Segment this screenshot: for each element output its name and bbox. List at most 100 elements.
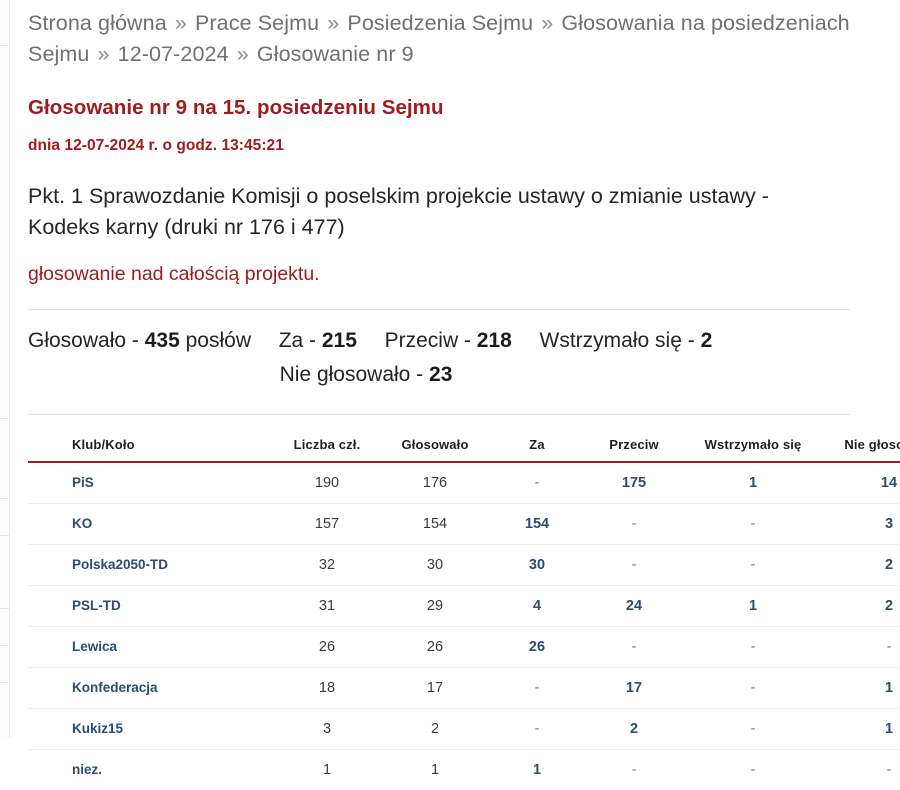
breadcrumb-item-posiedzenia[interactable]: Posiedzenia Sejmu (347, 11, 534, 35)
cell-club[interactable]: KO (28, 502, 274, 545)
breadcrumb-separator: » (541, 11, 554, 35)
column-header-members: Liczba czł. (274, 430, 380, 463)
cell-club[interactable]: niez. (28, 748, 274, 790)
cell-club[interactable]: Kukiz15 (28, 707, 274, 750)
cell-notvoted[interactable]: 1 (822, 666, 900, 709)
cell-against[interactable]: 24 (584, 584, 684, 627)
cell-against: - (584, 748, 684, 790)
column-header-notvoted: Nie głosowało (822, 430, 900, 463)
summary-notvoted-label: Nie głosowało - (279, 362, 424, 386)
cell-members: 31 (274, 584, 380, 627)
column-header-against: Przeciw (584, 430, 684, 463)
cell-abstained: - (684, 625, 822, 668)
cell-members: 32 (274, 543, 380, 586)
cell-members: 1 (274, 748, 380, 790)
cell-for: - (534, 474, 540, 491)
cell-abstained: - (684, 502, 822, 545)
cell-for[interactable]: 154 (490, 502, 584, 545)
cell-abstained: - (684, 748, 822, 790)
cell-notvoted[interactable]: 3 (822, 502, 900, 545)
breadcrumb: Strona główna » Prace Sejmu » Posiedzeni… (28, 0, 858, 70)
cell-against: - (584, 543, 684, 586)
cell-members: 18 (274, 666, 380, 709)
cell-members: 157 (274, 502, 380, 545)
summary-against-label: Przeciw - (384, 328, 471, 352)
cell-against[interactable]: 175 (621, 474, 647, 491)
cell-voted: 29 (380, 584, 490, 627)
vote-summary-notvoted: Nie głosowało - 23 (28, 359, 874, 391)
column-header-club: Klub/Koło (28, 430, 274, 463)
table-row[interactable]: PSL-TD 31 29 4 24 1 2 (28, 584, 900, 627)
cell-members: 26 (274, 625, 380, 668)
cell-abstained: - (684, 543, 822, 586)
cell-against: - (584, 625, 684, 668)
cell-voted: 176 (422, 474, 448, 491)
cell-voted: 154 (380, 502, 490, 545)
summary-voted-suffix: posłów (185, 328, 251, 352)
cell-voted: 2 (380, 707, 490, 750)
cell-club[interactable]: Lewica (28, 625, 274, 668)
breadcrumb-item-date[interactable]: 12-07-2024 (117, 42, 229, 66)
table-row[interactable]: PiS 190 176 - 175 1 14 (28, 462, 900, 504)
column-header-abstained: Wstrzymało się (684, 430, 822, 463)
cell-club[interactable]: Polska2050-TD (28, 543, 274, 586)
breadcrumb-separator: » (327, 11, 340, 35)
breadcrumb-separator: » (236, 42, 249, 66)
cell-for[interactable]: 1 (490, 748, 584, 790)
vote-datetime: dnia 12-07-2024 r. o godz. 13:45:21 (28, 136, 284, 154)
page-title: Głosowanie nr 9 na 15. posiedzeniu Sejmu (28, 96, 444, 119)
cell-for[interactable]: 30 (490, 543, 584, 586)
summary-abstained-label: Wstrzymało się - (539, 328, 695, 352)
breadcrumb-separator: » (174, 11, 187, 35)
vote-subject: Pkt. 1 Sprawozdanie Komisji o poselskim … (28, 183, 769, 239)
summary-voted-value: 435 (144, 328, 180, 352)
column-header-for: Za (490, 430, 584, 463)
breadcrumb-item-prace-sejmu[interactable]: Prace Sejmu (194, 11, 320, 35)
cell-for[interactable]: 26 (490, 625, 584, 668)
vote-summary: Głosowało - 435 posłów Za - 215 Przeciw … (28, 325, 874, 357)
summary-voted-label: Głosowało - (28, 328, 139, 352)
table-row[interactable]: Polska2050-TD 32 30 30 - - 2 (28, 543, 900, 586)
summary-against-value: 218 (476, 328, 512, 352)
cell-notvoted[interactable]: 1 (822, 707, 900, 750)
cell-voted: 26 (380, 625, 490, 668)
table-row[interactable]: Lewica 26 26 26 - - - (28, 625, 900, 668)
cell-abstained[interactable]: 1 (748, 474, 758, 491)
table-header-row: Klub/Koło Liczba czł. Głosowało Za Przec… (28, 430, 900, 463)
table-row[interactable]: Konfederacja 18 17 - 17 - 1 (28, 666, 900, 709)
table-row[interactable]: niez. 1 1 1 - - - (28, 748, 900, 790)
summary-for-label: Za - (278, 328, 317, 352)
summary-for-value: 215 (321, 328, 357, 352)
cell-abstained[interactable]: 1 (684, 584, 822, 627)
cell-members: 3 (274, 707, 380, 750)
divider-above-summary (28, 308, 850, 310)
cell-notvoted: - (822, 748, 900, 790)
cell-notvoted: - (822, 625, 900, 668)
cell-for[interactable]: 4 (490, 584, 584, 627)
cell-abstained: - (684, 666, 822, 709)
breadcrumb-item-home[interactable]: Strona główna (28, 11, 167, 35)
cell-members: 190 (314, 474, 340, 491)
cell-notvoted[interactable]: 2 (822, 543, 900, 586)
vote-page: Strona główna » Prace Sejmu » Posiedzeni… (28, 0, 900, 790)
table-row[interactable]: KO 157 154 154 - - 3 (28, 502, 900, 545)
breadcrumb-item-glosowania[interactable]: Głosowania na posiedzeniach Sejmu (28, 11, 850, 66)
cell-against[interactable]: 17 (584, 666, 684, 709)
cell-notvoted[interactable]: 2 (822, 584, 900, 627)
cell-club[interactable]: PSL-TD (28, 584, 274, 627)
cell-notvoted[interactable]: 14 (880, 474, 898, 491)
cell-club[interactable]: PiS (72, 475, 94, 491)
summary-notvoted-value: 23 (429, 362, 453, 386)
summary-abstained-value: 2 (700, 328, 713, 352)
table-row[interactable]: Kukiz15 3 2 - 2 - 1 (28, 707, 900, 750)
cell-club[interactable]: Konfederacja (28, 666, 274, 709)
club-results-table: Klub/Koło Liczba czł. Głosowało Za Przec… (28, 430, 900, 790)
cell-voted: 17 (380, 666, 490, 709)
cell-for: - (490, 666, 584, 709)
vote-scope: głosowanie nad całością projektu. (28, 262, 320, 285)
cell-for: - (490, 707, 584, 750)
column-header-voted: Głosowało (380, 430, 490, 463)
cell-against[interactable]: 2 (584, 707, 684, 750)
breadcrumb-item-current: Głosowanie nr 9 (256, 42, 414, 66)
breadcrumb-separator: » (97, 42, 110, 66)
